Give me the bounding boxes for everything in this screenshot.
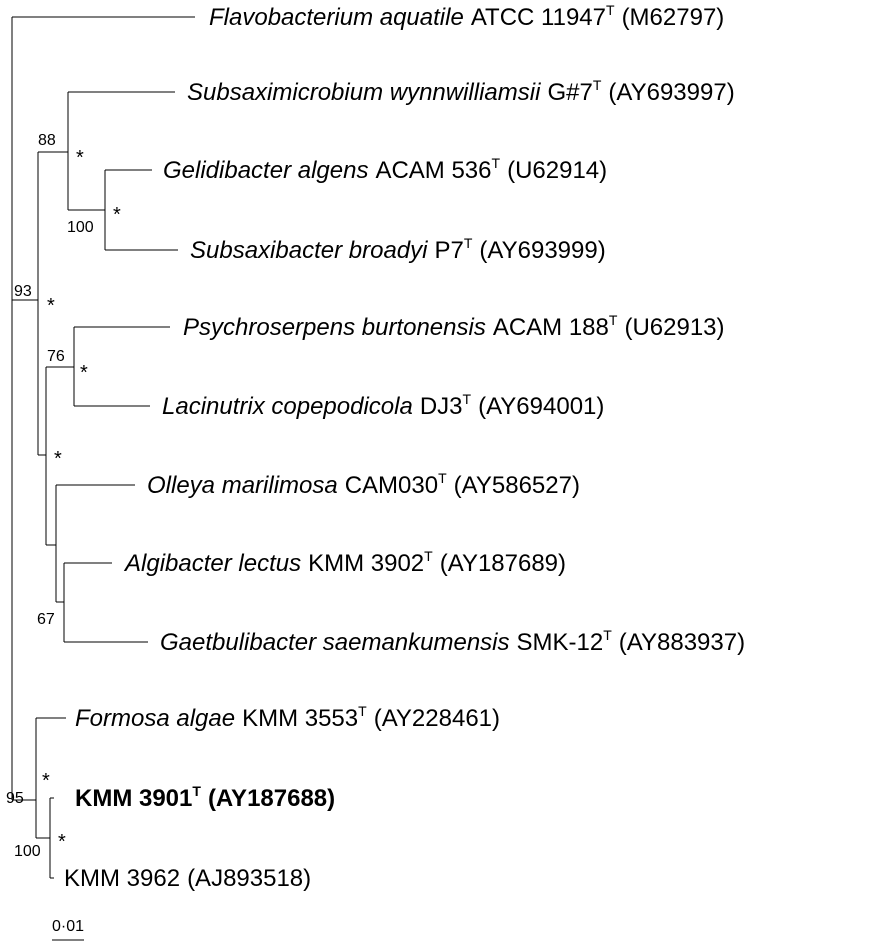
taxon-label: KMM 3962 (AJ893518): [64, 865, 311, 892]
bootstrap-value: 67: [37, 611, 55, 628]
taxon-label: Lacinutrix copepodicola DJ3T (AY694001): [162, 391, 604, 420]
bootstrap-value: 95: [6, 790, 24, 807]
scale-bar-label: 0·01: [52, 918, 84, 935]
scale-bar: 0·01: [52, 918, 84, 941]
bootstrap-value: 93: [14, 283, 32, 300]
taxon-label: Subsaxibacter broadyi P7T (AY693999): [190, 235, 606, 264]
asterisks: * * * * * * *: [42, 147, 121, 853]
asterisk-marker: *: [76, 147, 84, 169]
taxon-label: Olleya marilimosa CAM030T (AY586527): [147, 470, 580, 499]
bootstrap-value: 100: [67, 219, 94, 236]
taxon-label: Subsaximicrobium wynnwilliamsii G#7T (AY69…: [187, 77, 735, 106]
asterisk-marker: *: [58, 831, 66, 853]
taxon-label: Gaetbulibacter saemankumensis SMK-12T (AY8…: [160, 627, 745, 656]
taxon-label-highlighted: KMM 3901T (AY187688): [75, 783, 335, 812]
asterisk-marker: *: [47, 295, 55, 317]
bootstrap-value: 100: [14, 843, 41, 860]
taxon-label: Psychroserpens burtonensis ACAM 188T (U629…: [183, 312, 725, 341]
bootstrap-value: 88: [38, 132, 56, 149]
taxon-label: Formosa algae KMM 3553T (AY228461): [75, 703, 500, 732]
bootstrap-values: 88 100 93 76 67 95 100: [6, 132, 94, 860]
asterisk-marker: *: [42, 770, 50, 792]
taxon-labels: Flavobacterium aquatile ATCC 11947T (M6279…: [64, 2, 745, 892]
taxon-label: Gelidibacter algens ACAM 536T (U62914): [163, 155, 607, 184]
asterisk-marker: *: [113, 204, 121, 226]
asterisk-marker: *: [54, 448, 62, 470]
asterisk-marker: *: [80, 362, 88, 384]
bootstrap-value: 76: [47, 348, 65, 365]
tree-branches: [11, 16, 195, 879]
taxon-label: Flavobacterium aquatile ATCC 11947T (M6279…: [209, 2, 724, 31]
taxon-label: Algibacter lectus KMM 3902T (AY187689): [123, 548, 566, 577]
